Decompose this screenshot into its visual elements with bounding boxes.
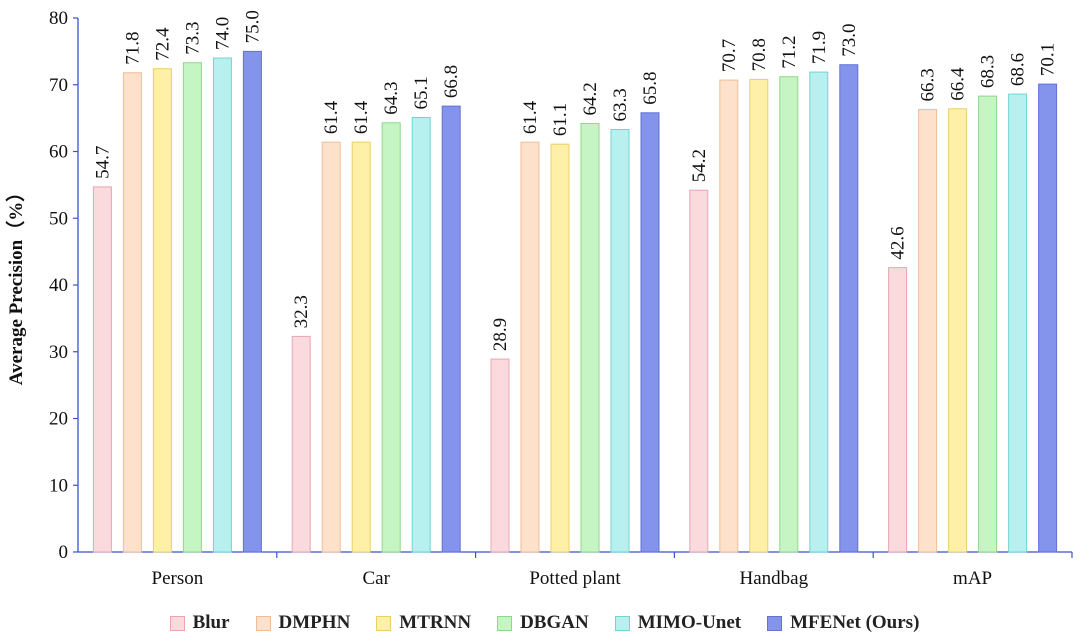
bar-mimo-unet-potted-plant [610, 128, 630, 553]
bar-dmphn-potted-plant [520, 141, 540, 553]
bar-mtrnn-potted-plant [550, 143, 570, 553]
bar-mtrnn-handbag [749, 78, 769, 553]
bar-mtrnn-map [948, 108, 968, 553]
legend-item: MIMO-Unet [614, 612, 742, 634]
legend-swatch [497, 615, 513, 631]
y-tick-label: 30 [49, 342, 68, 363]
data-label: 65.1 [411, 76, 432, 109]
x-category-label: Handbag [740, 568, 809, 589]
bar-mimo-unet-map [1008, 93, 1028, 553]
bar-mfenet-ours-map [1038, 83, 1058, 553]
bar-dbgan-potted-plant [580, 122, 600, 553]
bar-mtrnn-car [351, 141, 371, 553]
chart-axes: 0 10 20 30 40 50 60 70 80 Person Car Potted plant Ha… [49, 8, 1073, 589]
data-label: 54.2 [689, 149, 710, 182]
bar-blur-potted-plant [490, 358, 510, 553]
chart-bars [92, 50, 1058, 553]
data-label: 64.2 [580, 82, 601, 115]
y-tick-label: 0 [59, 542, 69, 563]
legend-label: MIMO-Unet [637, 612, 742, 633]
bar-dmphn-car [321, 141, 341, 553]
bar-dmphn-map [918, 108, 938, 553]
bar-mimo-unet-person [212, 57, 232, 553]
bar-mimo-unet-car [411, 116, 431, 553]
legend-item: Blur [169, 612, 230, 634]
legend-label: MTRNN [399, 612, 472, 633]
x-category-label: mAP [953, 568, 992, 589]
legend-label: Blur [192, 612, 230, 633]
bar-mimo-unet-handbag [809, 71, 829, 553]
bar-blur-person [92, 186, 112, 553]
data-label: 66.3 [918, 68, 939, 101]
data-label: 73.3 [182, 21, 203, 54]
x-category-label: Car [362, 568, 390, 589]
data-label: 71.9 [809, 31, 830, 64]
legend-label: MFENet (Ours) [790, 612, 920, 633]
legend-label: DMPHN [278, 612, 351, 633]
legend-swatch [614, 615, 630, 631]
data-label: 32.3 [291, 295, 312, 328]
data-label: 61.4 [520, 100, 541, 134]
data-label: 61.4 [351, 100, 372, 134]
data-label: 66.4 [948, 67, 969, 101]
bar-blur-handbag [689, 189, 709, 553]
bar-blur-map [888, 267, 908, 553]
legend-label: DBGAN [520, 612, 589, 633]
data-label: 61.4 [321, 100, 342, 134]
legend-swatch [169, 615, 185, 631]
y-tick-label: 20 [49, 409, 68, 430]
y-tick-label: 40 [49, 275, 68, 296]
y-axis-label: Average Precision（%） [4, 183, 27, 385]
data-label: 54.7 [92, 146, 113, 179]
bar-dmphn-person [122, 72, 142, 553]
data-label: 66.8 [441, 65, 462, 98]
legend-swatch [767, 615, 783, 631]
data-label: 73.0 [839, 23, 860, 56]
chart-data-labels: 54.7 71.8 72.4 73.3 74.0 75.0 32.3 61.4 61.4 64.3… [92, 10, 1058, 351]
data-label: 61.1 [550, 103, 571, 136]
bar-blur-car [291, 335, 311, 553]
data-label: 65.8 [640, 72, 661, 105]
data-label: 70.1 [1038, 43, 1059, 76]
legend-item: MTRNN [376, 612, 471, 634]
bar-dbgan-handbag [779, 76, 799, 553]
data-label: 42.6 [888, 226, 909, 259]
data-label: 71.8 [122, 31, 143, 64]
bar-mfenet-ours-car [441, 105, 461, 553]
bar-dbgan-car [381, 122, 401, 553]
legend-swatch [376, 615, 392, 631]
data-label: 64.3 [381, 82, 402, 115]
data-label: 63.3 [610, 88, 631, 121]
legend-swatch [255, 615, 271, 631]
y-tick-label: 60 [49, 142, 68, 163]
y-tick-label: 50 [49, 208, 68, 229]
bar-mfenet-ours-handbag [839, 64, 859, 553]
bar-dbgan-person [182, 62, 202, 553]
y-tick-label: 70 [49, 75, 68, 96]
legend-item: DMPHN [255, 612, 351, 634]
data-label: 68.3 [978, 55, 999, 88]
data-label: 74.0 [212, 17, 233, 50]
data-label: 75.0 [242, 10, 263, 43]
x-category-label: Person [152, 568, 204, 589]
bar-dbgan-map [978, 95, 998, 553]
bar-dmphn-handbag [719, 79, 739, 553]
bar-mfenet-ours-person [242, 50, 262, 553]
bar-mtrnn-person [152, 68, 172, 553]
data-label: 28.9 [490, 318, 511, 351]
data-label: 68.6 [1008, 53, 1029, 86]
x-category-label: Potted plant [529, 568, 621, 589]
bar-mfenet-ours-potted-plant [640, 112, 660, 553]
data-label: 72.4 [152, 27, 173, 61]
legend-item: DBGAN [497, 612, 589, 634]
legend-item: MFENet (Ours) [767, 612, 919, 634]
data-label: 70.7 [719, 39, 740, 72]
data-label: 71.2 [779, 35, 800, 68]
data-label: 70.8 [749, 38, 770, 71]
y-tick-label: 10 [49, 475, 68, 496]
chart-legend: Blur DMPHN MTRNN DBGAN MIMO-Unet MFENet (Ours… [0, 608, 1089, 638]
y-tick-label: 80 [49, 8, 68, 29]
